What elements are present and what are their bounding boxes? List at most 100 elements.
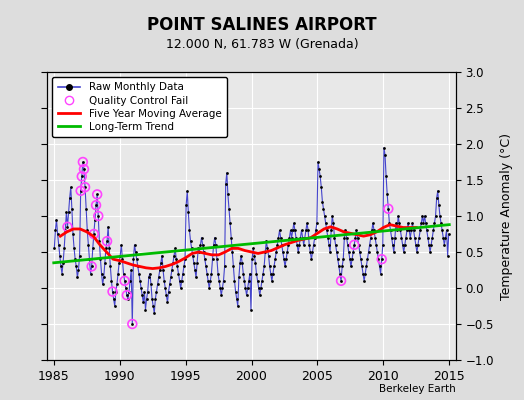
- Point: [367, 234, 375, 241]
- Point: [337, 278, 345, 284]
- Point: [302, 227, 310, 234]
- Point: [64, 209, 73, 216]
- Point: [170, 252, 178, 259]
- Point: [419, 220, 428, 226]
- Point: [151, 296, 160, 302]
- Point: [119, 270, 128, 277]
- Point: [401, 242, 409, 248]
- Point: [256, 292, 264, 298]
- Point: [229, 263, 237, 270]
- Point: [374, 256, 383, 262]
- Point: [364, 249, 373, 255]
- Point: [230, 278, 238, 284]
- Point: [117, 242, 126, 248]
- Point: [146, 270, 154, 277]
- Point: [158, 252, 166, 259]
- Point: [255, 285, 263, 291]
- Point: [243, 292, 251, 298]
- Point: [403, 227, 411, 234]
- Point: [246, 270, 254, 277]
- Point: [97, 270, 106, 277]
- Point: [212, 242, 220, 248]
- Point: [104, 224, 112, 230]
- Point: [433, 188, 442, 194]
- Point: [63, 224, 72, 230]
- Point: [304, 227, 312, 234]
- Point: [207, 270, 215, 277]
- Point: [81, 184, 89, 190]
- Point: [283, 249, 291, 255]
- Point: [292, 234, 300, 241]
- Point: [420, 213, 429, 219]
- Point: [239, 270, 247, 277]
- Point: [345, 249, 353, 255]
- Point: [325, 242, 333, 248]
- Point: [53, 231, 62, 237]
- Point: [317, 184, 325, 190]
- Point: [183, 188, 191, 194]
- Point: [289, 227, 297, 234]
- Point: [327, 227, 335, 234]
- Point: [238, 260, 246, 266]
- Point: [391, 234, 399, 241]
- Point: [249, 245, 257, 252]
- Point: [220, 278, 228, 284]
- Point: [233, 296, 241, 302]
- Point: [177, 285, 185, 291]
- Point: [418, 213, 427, 219]
- Point: [377, 256, 386, 262]
- Point: [141, 306, 150, 313]
- Point: [406, 234, 414, 241]
- Point: [303, 220, 311, 226]
- Point: [308, 249, 316, 255]
- Point: [295, 242, 303, 248]
- Point: [279, 249, 287, 255]
- Point: [359, 270, 367, 277]
- Point: [254, 278, 262, 284]
- Point: [335, 263, 343, 270]
- Point: [296, 234, 304, 241]
- Point: [285, 234, 293, 241]
- Point: [187, 238, 195, 244]
- Point: [217, 292, 225, 298]
- Text: 12.000 N, 61.783 W (Grenada): 12.000 N, 61.783 W (Grenada): [166, 38, 358, 51]
- Point: [74, 267, 83, 273]
- Point: [398, 242, 407, 248]
- Point: [149, 303, 157, 309]
- Point: [324, 234, 332, 241]
- Point: [244, 285, 252, 291]
- Point: [67, 184, 75, 190]
- Point: [196, 242, 205, 248]
- Point: [348, 256, 356, 262]
- Point: [103, 238, 111, 244]
- Point: [57, 263, 65, 270]
- Point: [129, 256, 138, 262]
- Point: [299, 234, 307, 241]
- Text: POINT SALINES AIRPORT: POINT SALINES AIRPORT: [147, 16, 377, 34]
- Point: [103, 238, 111, 244]
- Point: [427, 242, 435, 248]
- Point: [225, 206, 233, 212]
- Point: [206, 278, 214, 284]
- Point: [363, 256, 372, 262]
- Point: [334, 256, 342, 262]
- Point: [192, 274, 200, 280]
- Point: [350, 242, 358, 248]
- Point: [437, 220, 445, 226]
- Point: [73, 274, 82, 280]
- Point: [90, 231, 98, 237]
- Point: [282, 256, 290, 262]
- Point: [195, 249, 203, 255]
- Point: [115, 260, 123, 266]
- Point: [353, 234, 362, 241]
- Point: [286, 227, 294, 234]
- Point: [354, 242, 363, 248]
- Point: [306, 249, 314, 255]
- Point: [159, 267, 167, 273]
- Point: [110, 296, 118, 302]
- Point: [373, 249, 381, 255]
- Point: [68, 206, 76, 212]
- Point: [190, 260, 198, 266]
- Point: [275, 227, 283, 234]
- Point: [75, 252, 84, 259]
